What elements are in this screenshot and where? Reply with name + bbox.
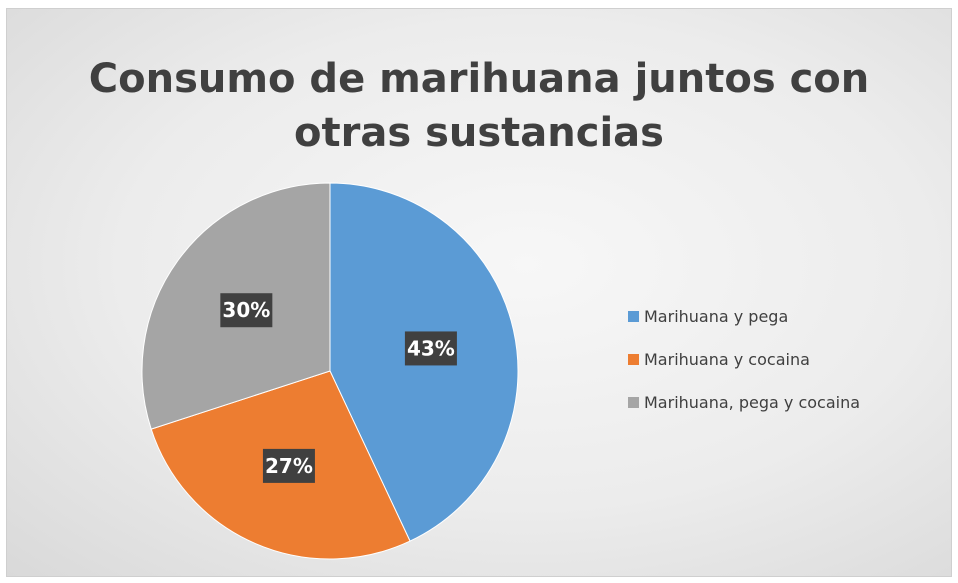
legend-item-marihuana-y-cocaina: Marihuana y cocaina <box>628 349 860 369</box>
data-label-marihuana-y-cocaina: 27% <box>262 448 315 483</box>
legend-swatch <box>628 310 639 322</box>
chart-title-line-1: Consumo de marihuana juntos con <box>88 56 870 102</box>
legend-item-marihuana-y-pega: Marihuana y pega <box>628 306 860 326</box>
legend-label: Marihuana y cocaina <box>644 349 810 369</box>
legend-swatch <box>628 396 639 408</box>
pie-data-labels: 43% 27% 30% <box>220 293 457 483</box>
legend: Marihuana y pega Marihuana y cocaina Marih… <box>628 306 860 435</box>
legend-label: Marihuana, pega y cocaina <box>644 392 861 412</box>
data-label-box <box>404 331 457 366</box>
data-label-text: 30% <box>222 298 270 322</box>
legend-item-marihuana-pega-y-cocaina: Marihuana, pega y cocaina <box>628 392 860 412</box>
chart-title-line-2: otras sustancias <box>294 110 664 156</box>
data-label-marihuana-y-pega: 43% <box>404 331 457 366</box>
data-label-box <box>220 293 273 328</box>
data-label-text: 43% <box>407 336 455 360</box>
chart-title: Consumo de marihuana juntos con otras su… <box>0 52 958 160</box>
data-label-text: 27% <box>265 454 313 478</box>
data-label-box <box>262 448 315 483</box>
pie-slices <box>141 182 519 560</box>
legend-label: Marihuana y pega <box>644 306 789 326</box>
data-label-marihuana-pega-y-cocaina: 30% <box>220 293 273 328</box>
legend-swatch <box>628 353 639 365</box>
